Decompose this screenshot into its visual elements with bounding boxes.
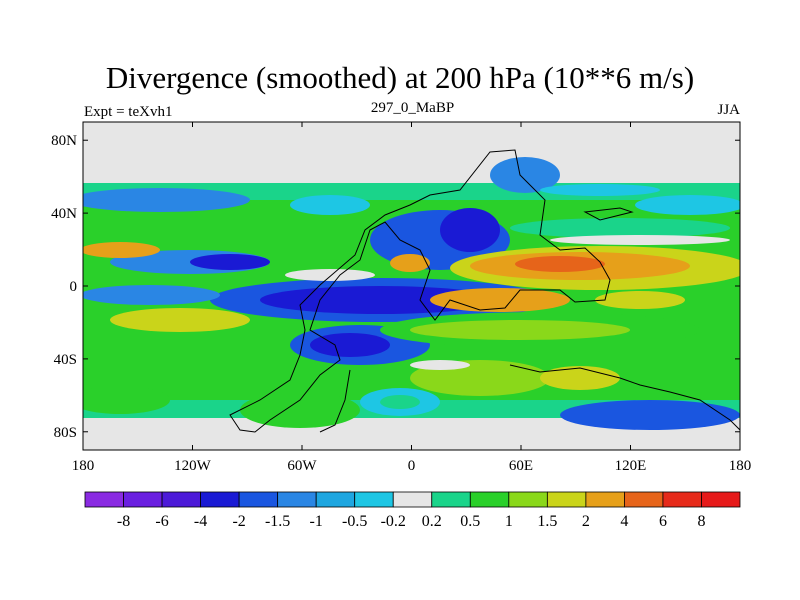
field-blob bbox=[240, 392, 360, 428]
y-tick-label: 0 bbox=[70, 279, 78, 295]
field-blob bbox=[260, 286, 500, 314]
colorbar-swatch bbox=[624, 491, 664, 508]
x-tick-label: 120W bbox=[174, 458, 212, 474]
y-axis: 80N 40N 0 40S 80S bbox=[51, 133, 740, 441]
colorbar-swatch bbox=[431, 491, 471, 508]
field-blob bbox=[515, 256, 605, 272]
field-blob bbox=[83, 386, 170, 414]
colorbar-swatch bbox=[546, 491, 587, 508]
colorbar-swatch bbox=[84, 491, 124, 508]
colorbar-label: 4 bbox=[620, 513, 628, 530]
field-blob bbox=[440, 208, 500, 252]
y-tick-label: 40N bbox=[51, 206, 77, 222]
field-blob bbox=[110, 308, 250, 332]
field-blob bbox=[635, 195, 740, 215]
experiment-label: Expt = teXvh1 bbox=[84, 104, 173, 120]
coastline-path bbox=[583, 207, 634, 221]
x-axis: 180 120W 60W 0 60E 120E 180 bbox=[72, 122, 752, 474]
field-blob bbox=[510, 218, 730, 238]
colorbar-label: 0.2 bbox=[422, 513, 442, 530]
colorbar-label: -1 bbox=[310, 513, 323, 530]
colorbar-label: -6 bbox=[155, 513, 168, 530]
coastline-path bbox=[229, 149, 611, 433]
y-tick-label: 80N bbox=[51, 133, 77, 149]
colorbar-swatch bbox=[701, 491, 741, 508]
colorbar-label: 1 bbox=[505, 513, 513, 530]
field-blob bbox=[310, 333, 390, 357]
field-blob bbox=[83, 188, 250, 212]
field-blob bbox=[550, 235, 730, 245]
colorbar-label: 2 bbox=[582, 513, 590, 530]
colorbar-label: -2 bbox=[232, 513, 245, 530]
x-tick-label: 120E bbox=[615, 458, 647, 474]
colorbar-label: -8 bbox=[117, 513, 130, 530]
divergence-field bbox=[83, 157, 740, 430]
field-blob bbox=[540, 184, 660, 196]
x-tick-label: 60E bbox=[509, 458, 533, 474]
colorbar-label: -0.5 bbox=[342, 513, 367, 530]
colorbar-swatch bbox=[238, 491, 279, 508]
field-blob bbox=[290, 195, 370, 215]
field-blob bbox=[83, 285, 220, 305]
field-blob bbox=[560, 400, 740, 430]
field-blob bbox=[595, 291, 685, 309]
field-blob bbox=[410, 320, 630, 340]
colorbar-swatch bbox=[585, 491, 625, 508]
colorbar-swatch bbox=[161, 491, 201, 508]
colorbar-swatch bbox=[662, 491, 702, 508]
field-blob bbox=[410, 360, 470, 370]
colorbar-swatch bbox=[469, 491, 510, 508]
colorbar: -8 -6 -4 -2 -1.5 -1 -0.5 -0.2 0.2 0.5 1 1.5 2 4 6 8 bbox=[84, 491, 741, 530]
colorbar-label: -1.5 bbox=[265, 513, 290, 530]
field-blob bbox=[430, 288, 570, 312]
y-tick-label: 40S bbox=[54, 352, 77, 368]
colorbar-label: 6 bbox=[659, 513, 667, 530]
coastlines bbox=[229, 149, 740, 433]
colorbar-swatch bbox=[315, 491, 356, 508]
colorbar-swatch bbox=[508, 491, 548, 508]
field-blob bbox=[390, 254, 430, 272]
y-tick-label: 80S bbox=[54, 425, 77, 441]
season-label: JJA bbox=[717, 102, 740, 118]
colorbar-swatch bbox=[392, 491, 433, 508]
field-blob bbox=[83, 242, 160, 258]
colorbar-swatch bbox=[123, 491, 163, 508]
field-blob bbox=[490, 157, 560, 193]
colorbar-label: 0.5 bbox=[460, 513, 480, 530]
coastline-path bbox=[509, 364, 740, 431]
colorbar-label: 8 bbox=[697, 513, 705, 530]
colorbar-swatch bbox=[277, 491, 317, 508]
field-blob bbox=[190, 254, 270, 270]
x-tick-label: 180 bbox=[729, 458, 752, 474]
x-tick-label: 60W bbox=[287, 458, 317, 474]
map-plot-area: 180 120W 60W 0 60E 120E 180 80N 40N 0 40S 80S bbox=[51, 121, 752, 474]
coastline-path bbox=[319, 369, 351, 433]
field-blob bbox=[285, 269, 375, 281]
colorbar-label: -0.2 bbox=[381, 513, 406, 530]
chart-title: Divergence (smoothed) at 200 hPa (10**6 … bbox=[105, 60, 695, 95]
field-blob bbox=[380, 395, 420, 409]
colorbar-label: 1.5 bbox=[537, 513, 557, 530]
field-blob bbox=[540, 366, 620, 390]
colorbar-swatch bbox=[354, 491, 394, 508]
colorbar-swatch bbox=[200, 491, 240, 508]
run-label: 297_0_MaBP bbox=[370, 100, 455, 116]
colorbar-label: -4 bbox=[194, 513, 207, 530]
x-tick-label: 180 bbox=[72, 458, 95, 474]
x-tick-label: 0 bbox=[408, 458, 416, 474]
